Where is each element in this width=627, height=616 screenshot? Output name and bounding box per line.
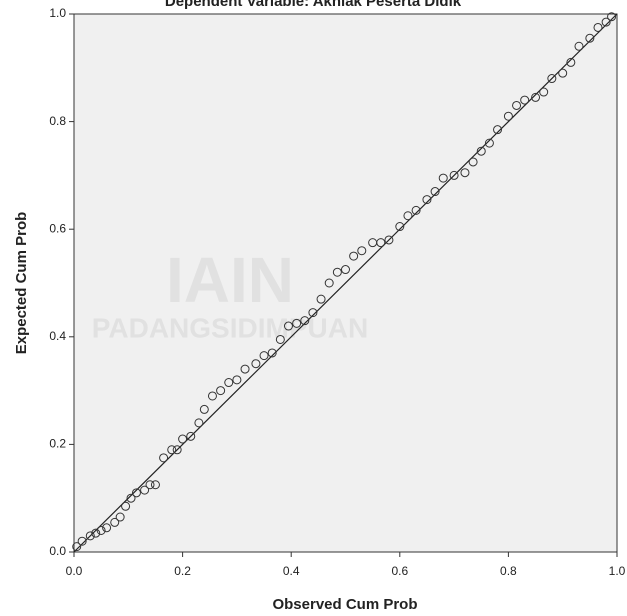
x-tick-label: 0.4 — [283, 564, 300, 578]
chart-title: Dependent Variable: Akhlak Peserta Didik — [165, 0, 462, 10]
x-tick-label: 0.6 — [391, 564, 408, 578]
x-axis-title: Observed Cum Prob — [272, 596, 417, 613]
x-tick-label: 0.2 — [174, 564, 191, 578]
y-tick-label: 1.0 — [49, 6, 66, 20]
y-tick-label: 0.2 — [49, 437, 66, 451]
chart: Dependent Variable: Akhlak Peserta Didik… — [0, 0, 627, 616]
y-tick-label: 0.4 — [49, 329, 66, 343]
y-tick-label: 0.0 — [49, 544, 66, 558]
x-tick-label: 0.0 — [66, 564, 83, 578]
y-tick-label: 0.6 — [49, 221, 66, 235]
y-axis-title: Expected Cum Prob — [13, 212, 30, 355]
y-tick-label: 0.8 — [49, 114, 66, 128]
x-tick-label: 0.8 — [500, 564, 517, 578]
watermark: IAIN — [166, 244, 294, 316]
x-tick-label: 1.0 — [609, 564, 626, 578]
watermark: PADANGSIDIMPUAN — [92, 312, 368, 343]
